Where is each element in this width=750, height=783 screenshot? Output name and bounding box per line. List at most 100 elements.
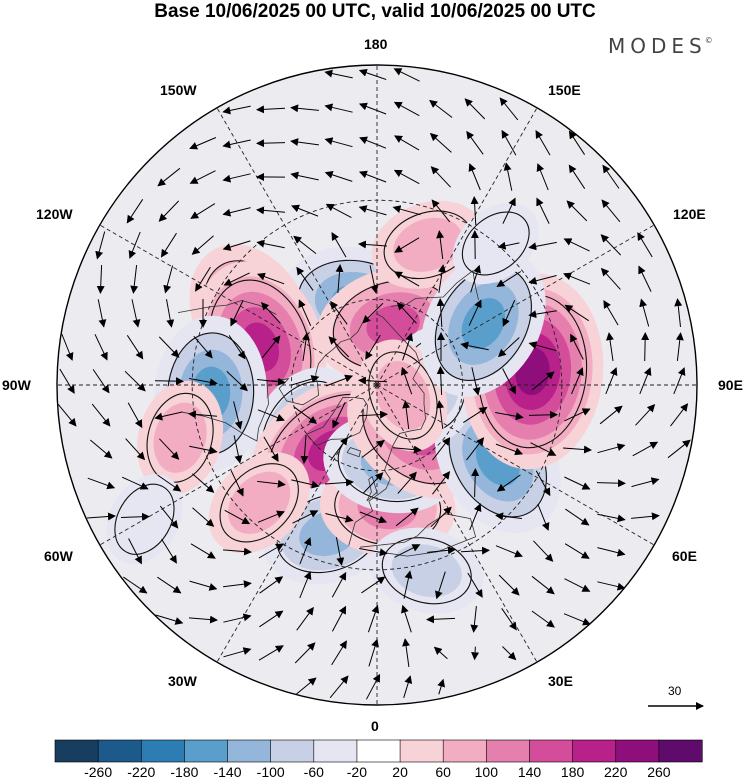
wind-vector <box>359 548 388 557</box>
wind-vector <box>674 298 683 327</box>
anomaly-contour-fill <box>452 202 539 285</box>
wind-vector <box>57 403 77 427</box>
wind-vector <box>300 434 309 464</box>
wind-vector <box>154 377 184 386</box>
wind-vector <box>468 299 482 326</box>
wind-vector <box>230 300 244 327</box>
wind-vector <box>460 341 489 351</box>
wind-vector <box>528 275 557 285</box>
wind-vector <box>331 571 347 598</box>
wind-vector <box>673 367 686 395</box>
wind-vector <box>365 334 381 360</box>
wind-vector <box>503 162 513 191</box>
wind-vector <box>502 646 517 661</box>
lon-label-180: 180 <box>364 36 388 52</box>
wind-vector <box>564 408 591 422</box>
wind-vector <box>563 613 591 626</box>
longitude-line <box>376 384 655 546</box>
colorbar-swatch <box>313 739 358 763</box>
wind-vector <box>537 503 550 531</box>
wind-vector <box>435 571 446 600</box>
wind-vector <box>157 474 182 492</box>
colorbar-swatch <box>615 739 660 763</box>
wind-vector <box>400 366 413 395</box>
wind-vector <box>294 642 316 664</box>
wind-vector <box>121 476 149 490</box>
lon-label-60w: 60W <box>44 548 73 564</box>
height-contour <box>461 211 530 276</box>
colorbar-swatch <box>658 739 703 763</box>
wind-vector <box>159 505 179 529</box>
colorbar-swatch <box>399 739 444 763</box>
coastline <box>346 447 361 458</box>
wind-vector <box>335 537 345 566</box>
wind-vector <box>59 368 75 394</box>
wind-vector <box>641 332 650 362</box>
wind-vector <box>535 470 551 497</box>
wind-vector <box>127 402 143 429</box>
wind-vector <box>188 615 218 624</box>
wind-vector <box>393 68 420 82</box>
wind-vector <box>528 341 557 352</box>
longitude-line <box>376 224 655 386</box>
colorbar-swatch <box>54 739 99 763</box>
wind-vector <box>190 203 216 219</box>
wind-vector <box>564 543 590 559</box>
wind-vector <box>501 129 517 156</box>
wind-vector <box>257 510 285 523</box>
wind-vector <box>570 333 584 360</box>
wind-vector <box>324 171 353 182</box>
colorbar-swatch <box>572 739 617 763</box>
wind-vector <box>605 367 618 395</box>
colorbar-tick-label: 60 <box>435 764 451 780</box>
wind-vector <box>460 546 490 555</box>
lon-label-30w: 30W <box>168 673 197 689</box>
map-disk-border <box>56 64 698 706</box>
wind-vector <box>639 367 652 395</box>
wind-vector <box>432 437 451 461</box>
wind-vector <box>602 164 620 189</box>
wind-vector <box>161 538 177 564</box>
wind-vector <box>291 375 320 386</box>
wind-vector <box>123 576 148 594</box>
wind-vector <box>531 371 555 391</box>
wind-vector <box>223 580 252 589</box>
wind-vector <box>324 69 353 79</box>
wind-vector <box>291 204 319 217</box>
wind-vector <box>92 369 110 394</box>
wind-vector <box>430 506 452 528</box>
wind-vector <box>530 442 557 456</box>
wind-vector <box>325 513 354 523</box>
wind-vector <box>158 336 180 358</box>
wind-vector <box>496 474 521 492</box>
wind-vector <box>256 206 286 215</box>
wind-vector <box>358 102 387 115</box>
wind-vector <box>571 367 584 395</box>
wind-vector <box>195 266 211 292</box>
colorbar-tick-label: -260 <box>84 764 113 780</box>
wind-vector <box>193 335 213 359</box>
wind-vector <box>226 371 248 392</box>
wind-vector <box>256 139 286 148</box>
wind-vector <box>330 300 348 325</box>
colorbar-tick-label: -100 <box>256 764 285 780</box>
wind-vector <box>606 332 614 361</box>
lon-label-120w: 120W <box>36 206 73 222</box>
wind-vector <box>189 445 218 455</box>
wind-vector <box>362 472 384 494</box>
wind-vector <box>528 410 558 419</box>
colorbar-swatch <box>97 739 142 763</box>
wind-vector <box>369 265 379 294</box>
wind-vector <box>328 336 350 358</box>
wind-vector <box>495 512 522 521</box>
wind-vector <box>563 272 591 285</box>
wind-vector <box>597 581 626 591</box>
wind-vector <box>562 445 592 454</box>
wind-vector <box>393 445 422 454</box>
wind-vector <box>126 335 144 360</box>
wind-vector <box>293 406 318 424</box>
wind-vector <box>568 164 586 189</box>
wind-vector <box>361 439 385 458</box>
wind-vector <box>393 169 420 185</box>
